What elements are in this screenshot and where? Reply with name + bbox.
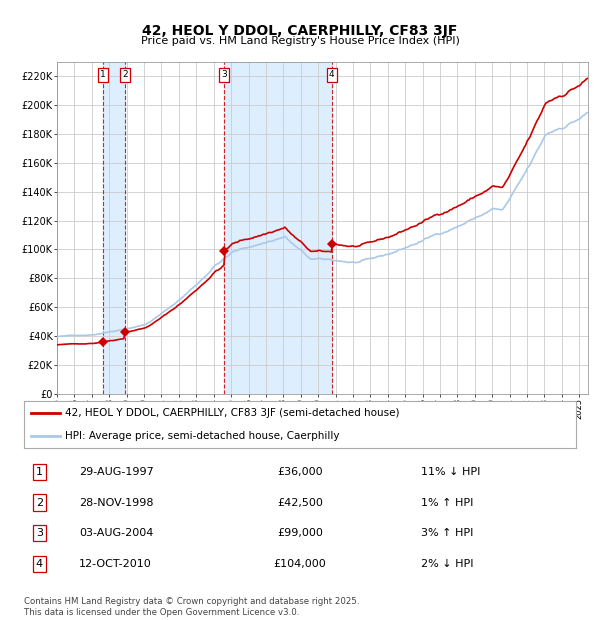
Text: 3: 3 [221, 70, 227, 79]
Text: 1% ↑ HPI: 1% ↑ HPI [421, 497, 474, 508]
Text: 4: 4 [329, 70, 335, 79]
Text: £104,000: £104,000 [274, 559, 326, 569]
Text: 12-OCT-2010: 12-OCT-2010 [79, 559, 152, 569]
Bar [103, 62, 125, 394]
Text: 42, HEOL Y DDOL, CAERPHILLY, CF83 3JF (semi-detached house): 42, HEOL Y DDOL, CAERPHILLY, CF83 3JF (s… [65, 408, 400, 419]
Text: HPI: Average price, semi-detached house, Caerphilly: HPI: Average price, semi-detached house,… [65, 431, 340, 441]
Text: Contains HM Land Registry data © Crown copyright and database right 2025.
This d: Contains HM Land Registry data © Crown c… [24, 598, 359, 617]
Text: 2% ↓ HPI: 2% ↓ HPI [421, 559, 474, 569]
Text: £99,000: £99,000 [277, 528, 323, 538]
Text: 3: 3 [36, 528, 43, 538]
Text: Price paid vs. HM Land Registry's House Price Index (HPI): Price paid vs. HM Land Registry's House … [140, 36, 460, 46]
Text: 2: 2 [122, 70, 128, 79]
Text: £36,000: £36,000 [277, 467, 323, 477]
Text: 3% ↑ HPI: 3% ↑ HPI [421, 528, 474, 538]
Text: 11% ↓ HPI: 11% ↓ HPI [421, 467, 481, 477]
Text: 1: 1 [36, 467, 43, 477]
Text: 1: 1 [100, 70, 106, 79]
Text: 28-NOV-1998: 28-NOV-1998 [79, 497, 154, 508]
Text: 4: 4 [36, 559, 43, 569]
Text: 2: 2 [36, 497, 43, 508]
Text: £42,500: £42,500 [277, 497, 323, 508]
Bar [224, 62, 332, 394]
Text: 03-AUG-2004: 03-AUG-2004 [79, 528, 154, 538]
Text: 42, HEOL Y DDOL, CAERPHILLY, CF83 3JF: 42, HEOL Y DDOL, CAERPHILLY, CF83 3JF [142, 24, 458, 38]
Text: 29-AUG-1997: 29-AUG-1997 [79, 467, 154, 477]
